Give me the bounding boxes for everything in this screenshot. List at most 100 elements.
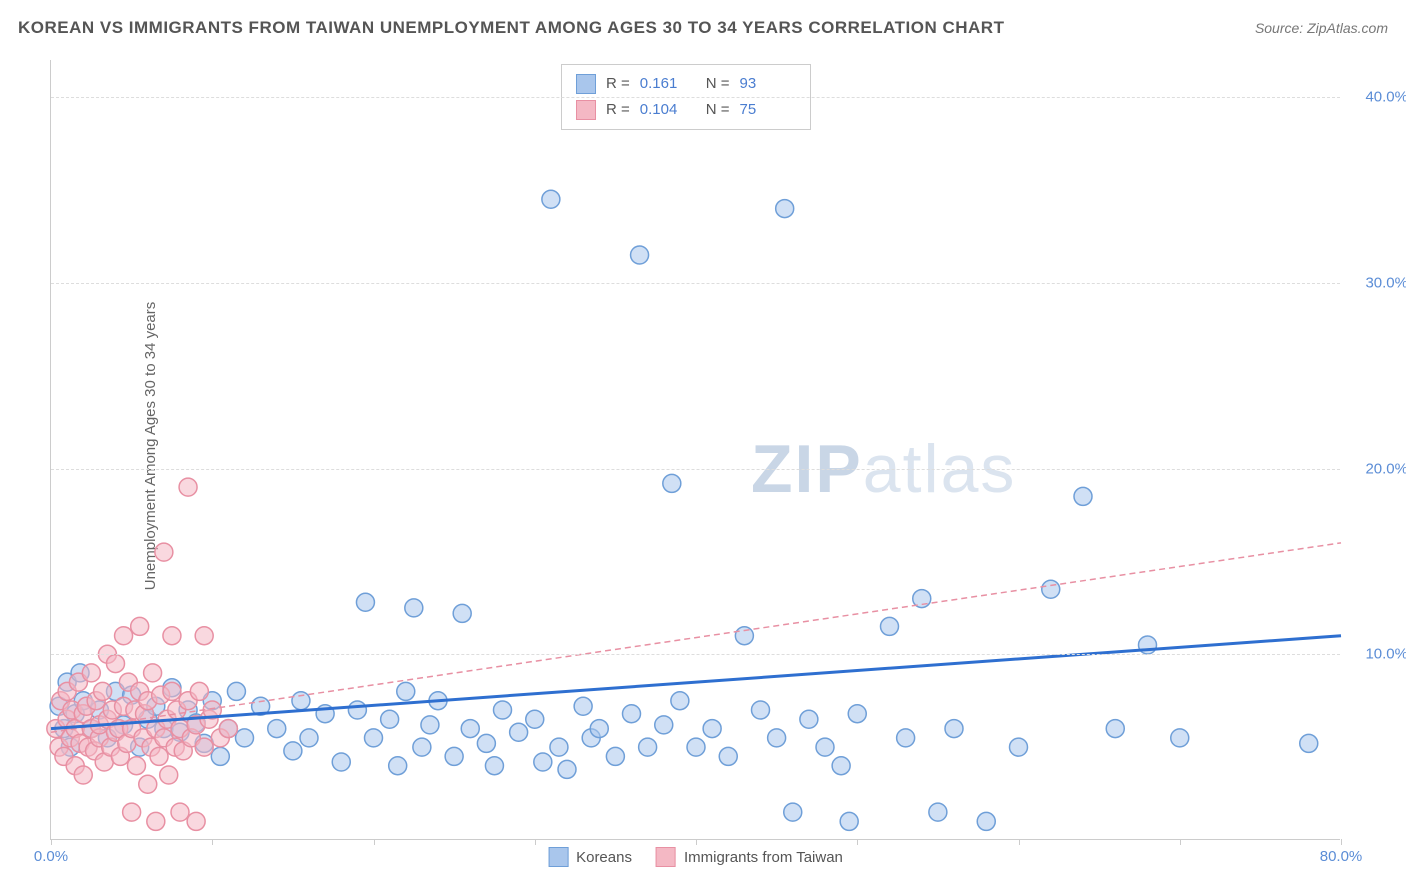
scatter-point — [381, 710, 399, 728]
gridline-h — [51, 283, 1340, 284]
legend-n-label: N = — [706, 97, 730, 123]
scatter-point — [639, 738, 657, 756]
legend-r-value: 0.161 — [640, 71, 696, 97]
legend-swatch — [576, 100, 596, 120]
x-tick — [212, 839, 213, 845]
scatter-point — [655, 716, 673, 734]
scatter-point — [389, 757, 407, 775]
scatter-point — [139, 775, 157, 793]
scatter-point — [236, 729, 254, 747]
scatter-point — [840, 812, 858, 830]
scatter-point — [663, 474, 681, 492]
scatter-point — [150, 747, 168, 765]
scatter-point — [461, 720, 479, 738]
scatter-point — [348, 701, 366, 719]
scatter-point — [945, 720, 963, 738]
gridline-h — [51, 654, 1340, 655]
gridline-h — [51, 469, 1340, 470]
scatter-point — [227, 682, 245, 700]
scatter-point — [1042, 580, 1060, 598]
scatter-svg — [51, 60, 1340, 839]
scatter-point — [405, 599, 423, 617]
legend-swatch — [548, 847, 568, 867]
x-tick — [535, 839, 536, 845]
x-tick-label: 0.0% — [34, 848, 68, 865]
scatter-point — [127, 757, 145, 775]
scatter-point — [74, 766, 92, 784]
chart-title: KOREAN VS IMMIGRANTS FROM TAIWAN UNEMPLO… — [18, 18, 1004, 38]
scatter-point — [445, 747, 463, 765]
scatter-point — [187, 812, 205, 830]
scatter-point — [195, 627, 213, 645]
gridline-h — [51, 97, 1340, 98]
scatter-point — [534, 753, 552, 771]
scatter-point — [929, 803, 947, 821]
scatter-point — [292, 692, 310, 710]
scatter-point — [163, 627, 181, 645]
scatter-point — [94, 682, 112, 700]
x-tick — [374, 839, 375, 845]
scatter-point — [494, 701, 512, 719]
scatter-point — [671, 692, 689, 710]
scatter-point — [719, 747, 737, 765]
scatter-point — [284, 742, 302, 760]
scatter-point — [977, 812, 995, 830]
scatter-point — [1106, 720, 1124, 738]
scatter-point — [144, 664, 162, 682]
legend-swatch — [576, 74, 596, 94]
scatter-point — [558, 760, 576, 778]
series-legend-label: Koreans — [576, 849, 632, 866]
x-tick-label: 80.0% — [1320, 848, 1363, 865]
series-legend-item: Koreans — [548, 847, 632, 867]
scatter-point — [219, 720, 237, 738]
scatter-point — [542, 190, 560, 208]
scatter-point — [550, 738, 568, 756]
legend-row: R =0.161N =93 — [576, 71, 796, 97]
scatter-point — [526, 710, 544, 728]
scatter-point — [768, 729, 786, 747]
scatter-point — [574, 697, 592, 715]
x-tick — [1180, 839, 1181, 845]
scatter-point — [816, 738, 834, 756]
scatter-point — [131, 617, 149, 635]
y-tick-label: 40.0% — [1365, 89, 1406, 106]
x-tick — [1019, 839, 1020, 845]
scatter-point — [485, 757, 503, 775]
y-tick-label: 20.0% — [1365, 460, 1406, 477]
series-legend-item: Immigrants from Taiwan — [656, 847, 843, 867]
trend-line — [51, 636, 1341, 729]
scatter-point — [195, 738, 213, 756]
legend-r-label: R = — [606, 71, 630, 97]
scatter-point — [832, 757, 850, 775]
scatter-point — [211, 747, 229, 765]
scatter-point — [82, 664, 100, 682]
scatter-point — [1300, 734, 1318, 752]
scatter-point — [606, 747, 624, 765]
scatter-point — [1074, 487, 1092, 505]
scatter-point — [776, 200, 794, 218]
scatter-point — [365, 729, 383, 747]
scatter-point — [356, 593, 374, 611]
legend-r-label: R = — [606, 97, 630, 123]
scatter-point — [300, 729, 318, 747]
scatter-point — [623, 705, 641, 723]
scatter-point — [1010, 738, 1028, 756]
scatter-point — [848, 705, 866, 723]
legend-swatch — [656, 847, 676, 867]
scatter-point — [171, 803, 189, 821]
scatter-point — [510, 723, 528, 741]
legend-n-value: 75 — [740, 97, 796, 123]
scatter-point — [687, 738, 705, 756]
scatter-point — [784, 803, 802, 821]
scatter-point — [155, 543, 173, 561]
scatter-point — [897, 729, 915, 747]
scatter-point — [421, 716, 439, 734]
series-legend: Koreans Immigrants from Taiwan — [548, 847, 843, 867]
y-tick-label: 10.0% — [1365, 646, 1406, 663]
scatter-point — [190, 682, 208, 700]
scatter-point — [1171, 729, 1189, 747]
legend-n-label: N = — [706, 71, 730, 97]
scatter-point — [397, 682, 415, 700]
scatter-point — [163, 682, 181, 700]
scatter-point — [703, 720, 721, 738]
